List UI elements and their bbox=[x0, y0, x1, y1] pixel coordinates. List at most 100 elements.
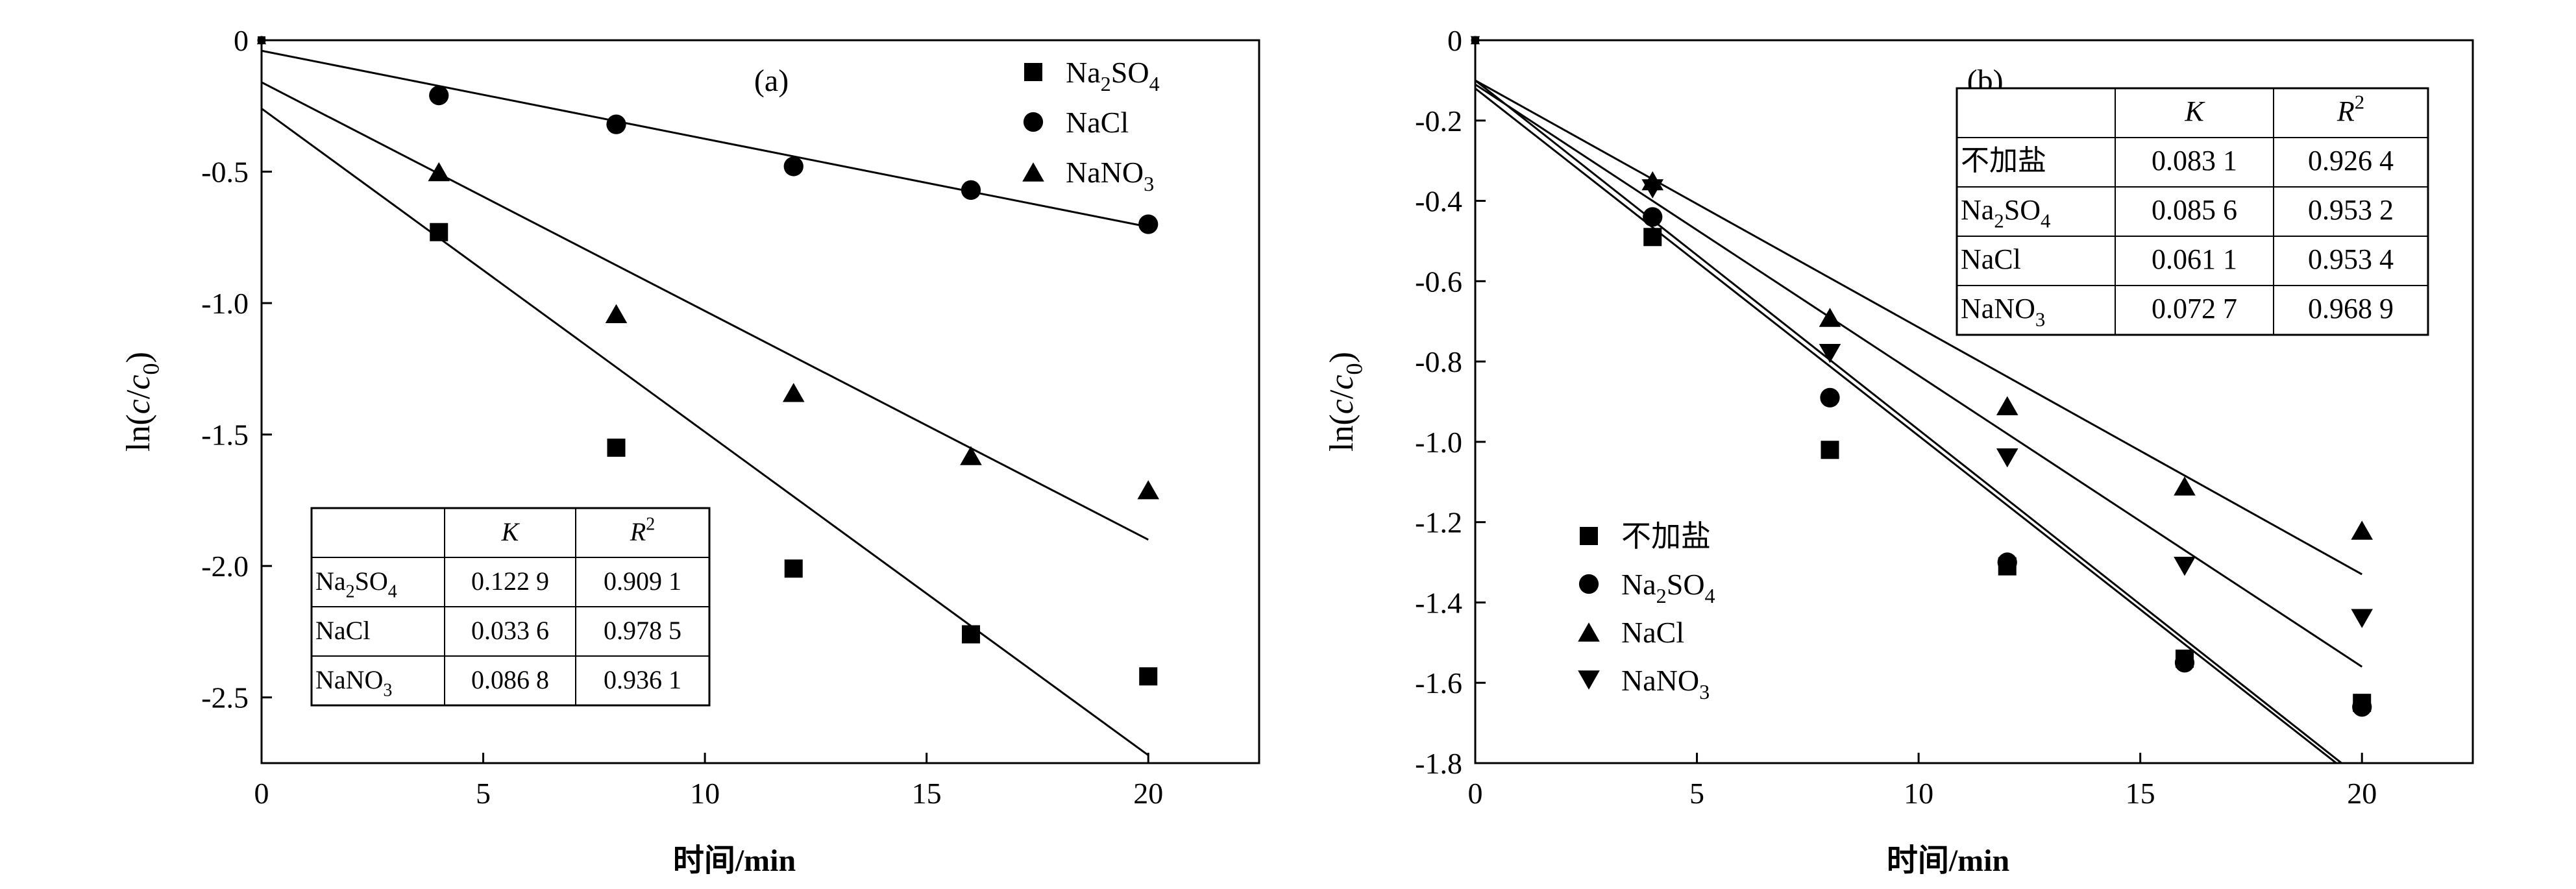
legend-marker bbox=[1578, 622, 1600, 642]
fit-line bbox=[1475, 79, 2362, 576]
data-point bbox=[1137, 480, 1160, 500]
table-cell: 0.978 5 bbox=[604, 616, 681, 645]
legend-marker bbox=[1022, 162, 1044, 182]
table-cell: 0.072 7 bbox=[2152, 293, 2237, 324]
data-point bbox=[1641, 179, 1664, 199]
table-cell: NaNO3 bbox=[315, 665, 392, 700]
y-tick-label: -0.4 bbox=[1415, 185, 1462, 218]
x-axis-label: 时间/min bbox=[673, 844, 796, 878]
y-tick-label: -1.0 bbox=[1415, 426, 1462, 459]
data-point bbox=[1470, 36, 1480, 45]
x-tick-label: 0 bbox=[254, 777, 269, 810]
y-tick-label: 0 bbox=[1447, 24, 1462, 57]
y-tick-label: -0.5 bbox=[201, 156, 249, 189]
table-header: K bbox=[2184, 95, 2205, 127]
plot-frame bbox=[260, 39, 1260, 764]
data-point bbox=[1996, 396, 2018, 415]
table-cell: NaNO3 bbox=[1961, 293, 2045, 330]
y-tick-label: -0.2 bbox=[1415, 104, 1462, 138]
x-tick-label: 0 bbox=[1468, 777, 1483, 810]
fit-line bbox=[262, 108, 1149, 757]
data-point bbox=[1138, 214, 1159, 234]
parameter-table: K R2 Na2SO4 0.122 9 0.909 1 NaCl 0.033 6 0.978 … bbox=[310, 507, 711, 707]
legend-label: Na2SO4 bbox=[1066, 56, 1160, 95]
data-point bbox=[1643, 207, 1663, 227]
table-cell: Na2SO4 bbox=[1961, 194, 2050, 232]
y-axis-label: ln(c/c0) bbox=[1323, 352, 1368, 452]
table-header: K bbox=[501, 517, 521, 546]
fit-line bbox=[1475, 79, 2344, 763]
table-cell: 0.953 2 bbox=[2308, 194, 2394, 226]
fit-line bbox=[262, 49, 1149, 228]
x-tick-label: 15 bbox=[912, 777, 942, 810]
data-point bbox=[2174, 476, 2196, 496]
y-axis-label-group: ln(c/c0) bbox=[120, 352, 164, 452]
table-cell: 0.061 1 bbox=[2152, 243, 2237, 275]
plot-frame bbox=[1474, 39, 2474, 764]
x-tick-label: 5 bbox=[476, 777, 491, 810]
table-cell: NaCl bbox=[1961, 243, 2021, 275]
table-cell: 0.086 8 bbox=[471, 665, 549, 694]
fit-line bbox=[1475, 83, 2363, 668]
data-point bbox=[428, 162, 450, 182]
table-cell: 0.083 1 bbox=[2152, 145, 2237, 177]
data-point bbox=[1643, 228, 1662, 247]
legend-label: NaNO3 bbox=[1066, 156, 1154, 195]
data-point bbox=[256, 36, 267, 45]
y-axis-label-group: ln(c/c0) bbox=[1323, 352, 1368, 452]
x-tick-label: 15 bbox=[2126, 777, 2155, 810]
table-border bbox=[1956, 87, 2429, 336]
table-cell: 0.909 1 bbox=[604, 566, 681, 596]
y-axis-label: ln(c/c0) bbox=[120, 352, 164, 452]
table-cell: 不加盐 bbox=[1961, 145, 2046, 177]
data-point bbox=[1819, 344, 1841, 363]
table-cell: 0.122 9 bbox=[471, 566, 549, 596]
data-point bbox=[960, 446, 982, 465]
data-point bbox=[782, 383, 805, 402]
y-tick-label: -1.0 bbox=[201, 287, 249, 320]
data-point bbox=[429, 85, 449, 106]
data-point bbox=[430, 223, 448, 241]
legend-label: NaNO3 bbox=[1621, 664, 1710, 703]
data-point bbox=[1997, 552, 2017, 572]
data-point bbox=[2351, 609, 2374, 628]
legend-label: 不加盐 bbox=[1621, 520, 1711, 553]
legend-marker bbox=[1578, 670, 1600, 690]
y-tick-label: -2.0 bbox=[201, 550, 249, 583]
x-tick-label: 5 bbox=[1689, 777, 1704, 810]
table-header: R2 bbox=[2337, 91, 2364, 127]
x-tick-label: 10 bbox=[690, 777, 720, 810]
legend: 不加盐 Na2SO4 NaCl NaNO3 bbox=[1578, 520, 1715, 703]
data-point bbox=[784, 559, 803, 578]
data-point bbox=[1996, 448, 2018, 468]
data-point bbox=[1819, 308, 1841, 327]
data-point bbox=[1820, 387, 1840, 408]
data-point bbox=[2174, 557, 2196, 576]
data-point bbox=[1821, 441, 1839, 459]
y-tick-label: -2.5 bbox=[201, 681, 249, 714]
data-point bbox=[2174, 653, 2195, 673]
y-tick-label: -0.6 bbox=[1415, 265, 1462, 298]
legend-marker bbox=[1580, 527, 1598, 545]
data-point bbox=[605, 304, 628, 323]
legend-label: NaCl bbox=[1066, 106, 1129, 139]
table-cell: 0.033 6 bbox=[471, 616, 549, 645]
data-point bbox=[2352, 697, 2372, 717]
table-cell: 0.936 1 bbox=[604, 665, 681, 694]
legend-marker bbox=[1023, 112, 1044, 132]
table-cell: 0.968 9 bbox=[2308, 293, 2394, 324]
y-tick-label: -1.4 bbox=[1415, 586, 1462, 619]
data-point bbox=[961, 625, 980, 644]
data-point bbox=[607, 438, 626, 457]
data-point bbox=[2351, 520, 2374, 540]
table-cell: 0.085 6 bbox=[2152, 194, 2237, 226]
y-tick-label: -1.5 bbox=[201, 419, 249, 452]
parameter-table: K R2 不加盐 0.083 1 0.926 4 Na2SO4 0.085 6 0.953 2… bbox=[1956, 87, 2429, 336]
legend-label: Na2SO4 bbox=[1621, 568, 1715, 607]
legend-marker bbox=[1578, 574, 1599, 594]
y-tick-label: -1.8 bbox=[1415, 747, 1462, 780]
fit-line bbox=[262, 81, 1149, 541]
data-point bbox=[783, 156, 803, 177]
data-point bbox=[1139, 667, 1158, 686]
